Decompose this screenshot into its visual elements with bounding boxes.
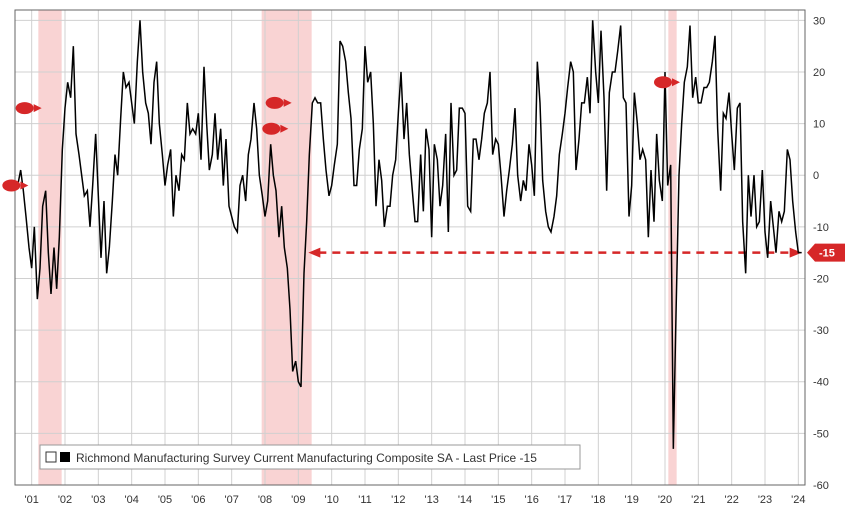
callout-marker (16, 102, 42, 114)
x-tick-label: '17 (558, 494, 572, 506)
y-tick-label: 30 (813, 15, 825, 27)
x-tick-label: '16 (524, 494, 538, 506)
series-line (18, 20, 802, 449)
x-tick-label: '04 (124, 494, 138, 506)
x-tick-label: '14 (458, 494, 472, 506)
x-tick-label: '05 (158, 494, 172, 506)
plot-border (15, 10, 805, 485)
callout-marker (2, 180, 28, 192)
x-tick-label: '18 (591, 494, 605, 506)
x-tick-label: '23 (758, 494, 772, 506)
y-tick-label: -10 (813, 222, 829, 234)
y-tick-label: -30 (813, 325, 829, 337)
x-tick-label: '22 (724, 494, 738, 506)
x-tick-label: '10 (324, 494, 338, 506)
x-tick-label: '02 (58, 494, 72, 506)
time-series-chart: '01 '02 '03 '04 '05 '06 '07 '08 '09 '10 '11 '12 '13 '… (0, 0, 848, 513)
recession-band (262, 10, 312, 485)
x-tick-label: '15 (491, 494, 505, 506)
y-tick-label: 20 (813, 67, 825, 79)
x-tick-label: '01 (24, 494, 38, 506)
x-tick-label: '12 (391, 494, 405, 506)
x-tick-label: '20 (658, 494, 672, 506)
x-tick-label: '21 (691, 494, 705, 506)
x-tick-label: '08 (258, 494, 272, 506)
y-highlight-label: -15 (819, 248, 835, 260)
legend-marker-inner (60, 452, 70, 462)
x-tick-label: '11 (358, 494, 372, 506)
y-tick-label: -20 (813, 273, 829, 285)
y-tick-label: -60 (813, 480, 829, 492)
x-tick-label: '24 (791, 494, 805, 506)
x-tick-label: '09 (291, 494, 305, 506)
x-tick-label: '13 (424, 494, 438, 506)
y-tick-label: 0 (813, 170, 819, 182)
y-tick-label: -50 (813, 428, 829, 440)
x-tick-label: '06 (191, 494, 205, 506)
x-tick-label: '19 (624, 494, 638, 506)
x-tick-label: '07 (224, 494, 238, 506)
x-tick-label: '03 (91, 494, 105, 506)
y-tick-label: -40 (813, 377, 829, 389)
y-tick-label: 10 (813, 119, 825, 131)
legend-text: Richmond Manufacturing Survey Current Ma… (76, 451, 537, 465)
chart-container: '01 '02 '03 '04 '05 '06 '07 '08 '09 '10 '11 '12 '13 '… (0, 0, 848, 513)
legend-marker-outer (46, 452, 56, 462)
